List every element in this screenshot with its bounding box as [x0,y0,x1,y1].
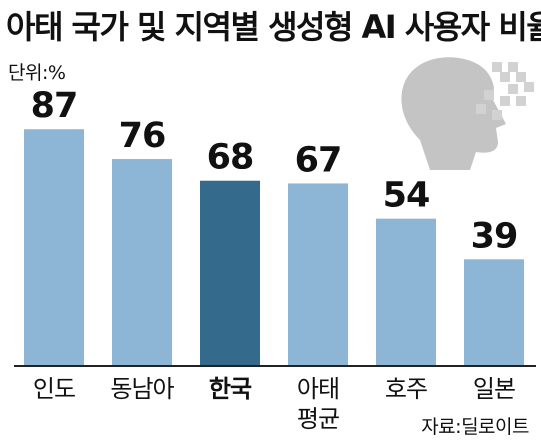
bar [464,259,524,365]
pixel-square-icon [492,62,502,72]
pixel-square-icon [516,96,526,106]
category-label: 아태 평균 [297,375,339,433]
pixel-square-icon [516,72,526,82]
data-label: 67 [295,140,342,180]
data-label: 87 [31,86,78,126]
category-label: 동남아 [110,375,174,403]
bar [376,218,436,365]
data-label: 68 [207,138,254,178]
pixel-square-icon [476,104,486,114]
unit-label: 단위:% [8,62,66,84]
pixel-square-icon [500,96,510,106]
bar [24,129,84,365]
category-label: 호주 [385,375,427,403]
bar [288,183,348,365]
pixel-square-icon [508,62,518,72]
pixel-square-icon [524,82,534,92]
pixel-square-icon [484,90,494,100]
pixel-square-icon [492,110,502,120]
chart-title: 아태 국가 및 지역별 생성형 AI 사용자 비율 [6,8,541,46]
head-silhouette-icon [401,57,506,170]
source-label: 자료:딜로이트 [421,416,529,438]
bar [112,159,172,365]
data-label: 76 [119,116,166,156]
category-label: 일본 [473,375,515,403]
data-label: 54 [383,176,430,216]
category-label: 인도 [33,375,75,403]
pixel-square-icon [508,84,518,94]
category-label: 한국 [209,375,252,403]
ai-head-pixel-icon [401,57,534,170]
bar [200,180,260,365]
pixel-square-icon [500,72,510,82]
data-label: 39 [471,216,518,256]
